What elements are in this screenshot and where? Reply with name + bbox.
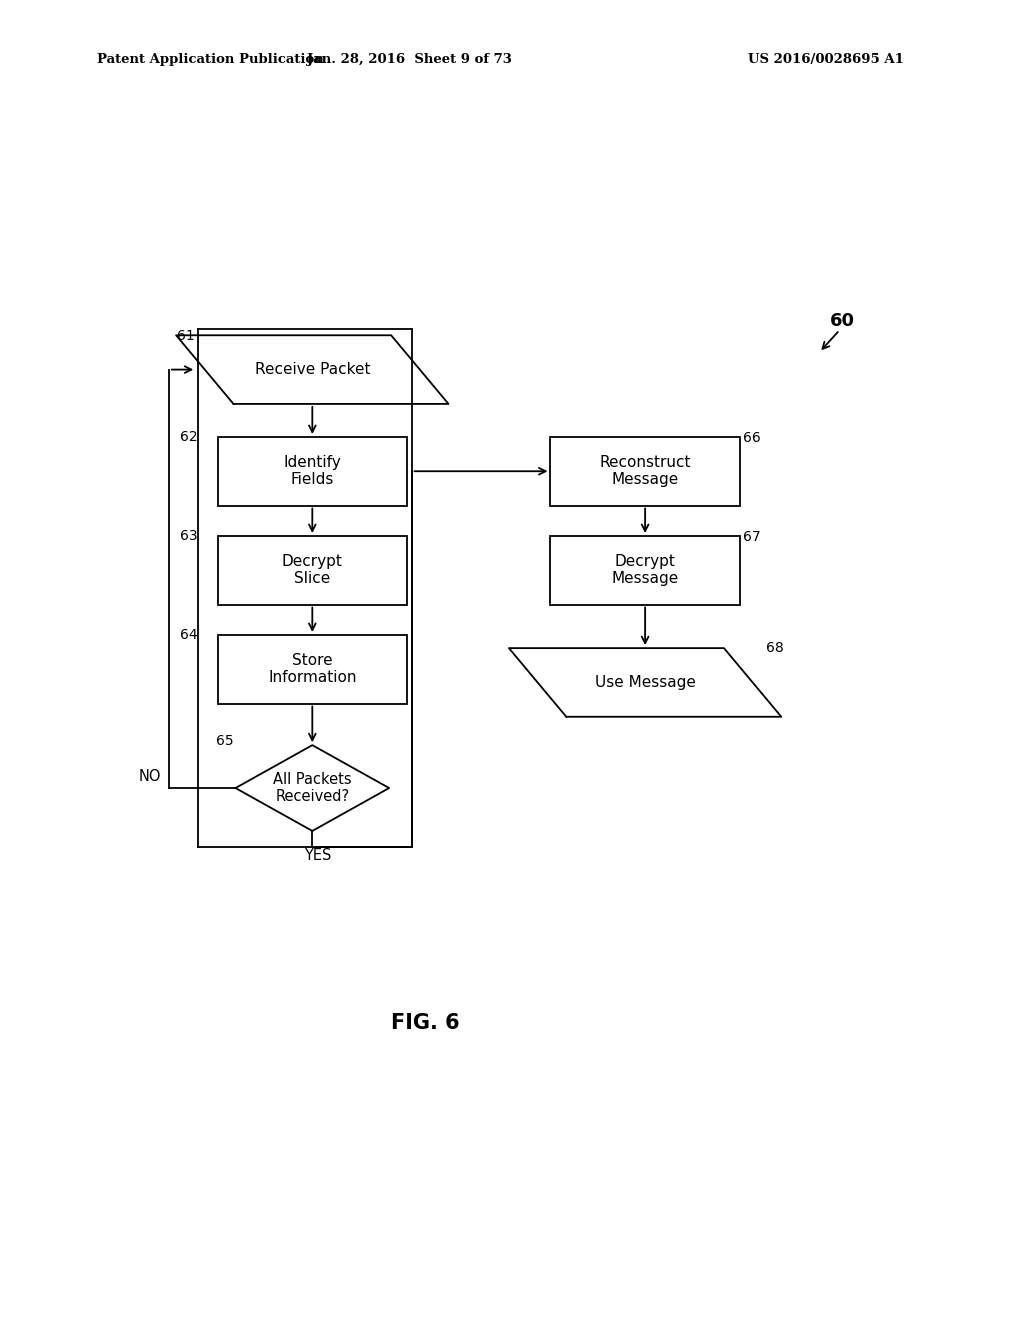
Text: 62: 62 [180, 429, 198, 444]
Text: 68: 68 [766, 640, 783, 655]
Text: 65: 65 [216, 734, 233, 748]
Text: YES: YES [304, 847, 331, 863]
Text: All Packets
Received?: All Packets Received? [273, 772, 351, 804]
Text: Store
Information: Store Information [268, 653, 356, 685]
Bar [551, 437, 739, 506]
Text: 63: 63 [180, 528, 198, 543]
Text: 60: 60 [829, 312, 854, 330]
Text: FIG. 6: FIG. 6 [390, 1012, 460, 1034]
Text: Reconstruct
Message: Reconstruct Message [599, 455, 691, 487]
Text: NO: NO [138, 770, 161, 784]
Text: Identify
Fields: Identify Fields [284, 455, 341, 487]
Bar [217, 635, 407, 704]
Bar [217, 437, 407, 506]
Text: Decrypt
Message: Decrypt Message [611, 554, 679, 586]
Text: Jan. 28, 2016  Sheet 9 of 73: Jan. 28, 2016 Sheet 9 of 73 [307, 53, 512, 66]
Text: Receive Packet: Receive Packet [255, 362, 370, 378]
Text: 64: 64 [180, 627, 198, 642]
Text: US 2016/0028695 A1: US 2016/0028695 A1 [748, 53, 903, 66]
Bar [551, 536, 739, 605]
Text: Use Message: Use Message [595, 675, 695, 690]
Text: Decrypt
Slice: Decrypt Slice [282, 554, 343, 586]
Text: 67: 67 [743, 529, 761, 544]
Text: 61: 61 [177, 329, 195, 343]
Text: Patent Application Publication: Patent Application Publication [97, 53, 324, 66]
Bar [217, 536, 407, 605]
Text: 66: 66 [743, 430, 761, 445]
